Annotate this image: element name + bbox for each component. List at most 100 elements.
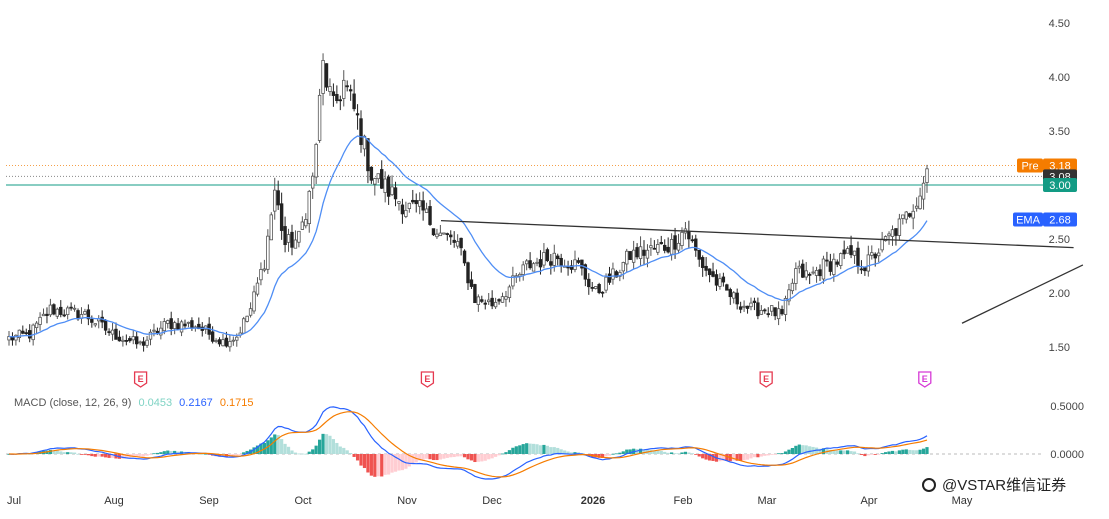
macd-histogram-bar — [473, 454, 477, 463]
candle-body — [169, 318, 173, 329]
candle-body — [656, 244, 660, 253]
candle-body — [883, 236, 888, 242]
candle-body — [148, 331, 153, 340]
candle-body — [518, 273, 522, 277]
macd-histogram-bar — [552, 447, 556, 454]
candle-body — [217, 339, 222, 345]
time-tick-label: Sep — [199, 495, 219, 507]
candle-body — [580, 259, 584, 269]
candle-body — [590, 287, 594, 289]
macd-histogram-bar — [169, 451, 173, 454]
macd-histogram-bar — [859, 454, 864, 455]
candle-body — [411, 199, 415, 203]
candle-body — [780, 309, 784, 315]
macd-histogram-bar — [852, 451, 857, 454]
macd-histogram-bar — [155, 452, 159, 454]
time-tick-label: Nov — [397, 495, 417, 507]
macd-histogram-bar — [404, 454, 408, 469]
candle-body — [542, 252, 546, 266]
macd-histogram-bar — [659, 450, 663, 454]
macd-histogram-bar — [901, 449, 905, 454]
candle-body — [669, 239, 674, 255]
candle-body — [814, 270, 819, 276]
candle-body — [445, 233, 449, 235]
earnings-marker-icon[interactable] — [133, 371, 148, 388]
macd-histogram-bar — [763, 454, 767, 456]
macd-histogram-bar — [318, 439, 322, 454]
macd-histogram-bar — [618, 452, 622, 454]
macd-histogram-bar — [494, 454, 498, 457]
macd-histogram-bar — [431, 454, 436, 461]
candle-body — [908, 213, 912, 217]
candle-body — [552, 252, 556, 266]
ema-value-badge — [1043, 212, 1077, 227]
macd-histogram-bar — [880, 453, 884, 454]
candle-body — [807, 273, 812, 276]
candle-body — [393, 187, 398, 200]
macd-histogram-bar — [877, 454, 881, 455]
macd-histogram-bar — [459, 454, 463, 457]
time-tick-label: Apr — [860, 495, 877, 507]
candle-body — [825, 259, 829, 262]
macd-histogram-bar — [849, 451, 853, 454]
candle-body — [179, 321, 184, 333]
macd-histogram-bar — [145, 454, 149, 456]
candle-body — [569, 265, 574, 270]
macd-histogram-bar — [407, 454, 411, 467]
candle-body — [304, 219, 308, 227]
candle-body — [742, 305, 746, 308]
candle-body — [248, 308, 253, 316]
pre-label-badge — [1017, 158, 1043, 173]
candle-body — [331, 91, 336, 96]
time-tick-label: Jul — [7, 495, 21, 507]
macd-histogram-bar — [242, 452, 246, 454]
macd-histogram-bar — [324, 434, 329, 454]
macd-histogram-bar — [704, 454, 708, 460]
earnings-marker-icon[interactable] — [759, 371, 773, 388]
candle-body — [176, 323, 180, 330]
candle-body — [134, 336, 139, 345]
macd-histogram-bar — [480, 454, 484, 462]
macd-histogram-bar — [749, 454, 753, 459]
candle-body — [759, 309, 764, 315]
candle-body — [466, 262, 470, 284]
macd-histogram-bar — [293, 452, 298, 454]
macd-histogram-bar — [421, 454, 425, 460]
macd-histogram-bar — [235, 454, 239, 456]
candle-body — [880, 238, 884, 251]
earnings-marker-icon[interactable] — [918, 371, 932, 388]
macd-histogram-bar — [152, 453, 156, 455]
macd-tick-label: 0.5000 — [1050, 401, 1084, 413]
earnings-marker-icon[interactable] — [420, 371, 435, 388]
candle-body — [224, 337, 229, 347]
macd-histogram-bar — [283, 443, 287, 454]
candle-body — [787, 289, 791, 302]
macd-histogram-bar — [656, 450, 660, 454]
trendline-lower — [961, 264, 1084, 324]
macd-signal-value: 0.1715 — [219, 397, 254, 409]
candle-body — [604, 276, 608, 291]
candle-body — [873, 253, 877, 259]
candle-body — [821, 258, 826, 280]
candle-body — [62, 314, 66, 317]
macd-params: MACD (close, 12, 26, 9) — [14, 397, 132, 409]
candle-body — [52, 304, 56, 315]
candle-body — [921, 182, 926, 200]
candle-body — [321, 60, 325, 94]
candle-body — [811, 271, 815, 274]
macd-histogram-bar — [159, 452, 163, 454]
candle-body — [666, 246, 670, 253]
close-price-badge — [1043, 178, 1077, 192]
candle-body — [276, 190, 280, 206]
macd-histogram-bar — [766, 454, 770, 456]
macd-histogram-bar — [487, 454, 491, 460]
macd-histogram-bar — [676, 453, 681, 455]
macd-histogram-bar — [280, 439, 284, 454]
candle-body — [103, 319, 108, 331]
price-tick-label: 2.00 — [1049, 288, 1070, 300]
candle-body — [524, 260, 529, 265]
candle-body — [404, 209, 408, 217]
time-tick-label: Aug — [104, 495, 124, 507]
candle-body — [131, 336, 135, 341]
candle-body — [259, 269, 263, 281]
